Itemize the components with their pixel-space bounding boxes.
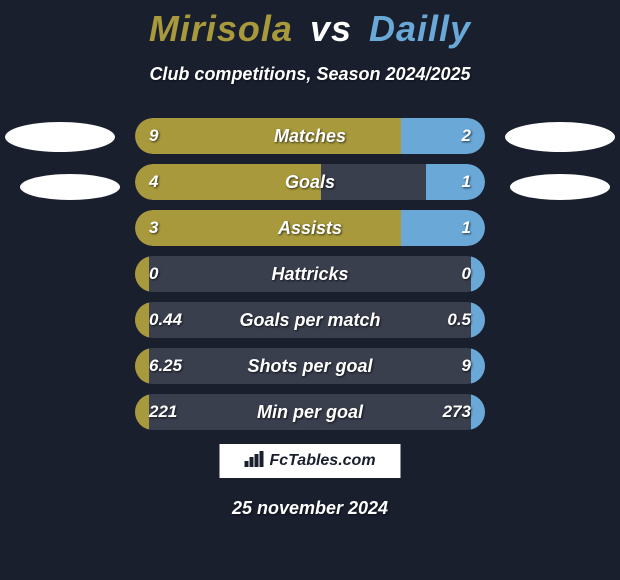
logo-bars-icon xyxy=(244,451,264,472)
stat-row: 41Goals xyxy=(135,164,485,200)
stat-label: Hattricks xyxy=(135,256,485,292)
stat-label: Shots per goal xyxy=(135,348,485,384)
decorative-oval xyxy=(20,174,120,200)
player2-name: Dailly xyxy=(369,8,471,49)
comparison-title: Mirisola vs Dailly xyxy=(0,0,620,50)
logo-text: FcTables.com xyxy=(269,452,375,470)
decorative-oval xyxy=(510,174,610,200)
player1-name: Mirisola xyxy=(149,8,293,49)
stat-label: Min per goal xyxy=(135,394,485,430)
decorative-oval xyxy=(5,122,115,152)
subtitle: Club competitions, Season 2024/2025 xyxy=(0,64,620,85)
stat-row: 0.440.5Goals per match xyxy=(135,302,485,338)
footer-date: 25 november 2024 xyxy=(0,498,620,519)
vs-text: vs xyxy=(310,8,352,49)
footer-logo: FcTables.com xyxy=(218,442,403,480)
stats-container: 92Matches 41Goals 31Assists 00Hattricks 0.44… xyxy=(135,118,485,440)
stat-row: 221273Min per goal xyxy=(135,394,485,430)
stat-row: 92Matches xyxy=(135,118,485,154)
stat-label: Goals per match xyxy=(135,302,485,338)
stat-row: 31Assists xyxy=(135,210,485,246)
stat-row: 00Hattricks xyxy=(135,256,485,292)
decorative-oval xyxy=(505,122,615,152)
stat-label: Matches xyxy=(135,118,485,154)
stat-label: Assists xyxy=(135,210,485,246)
stat-row: 6.259Shots per goal xyxy=(135,348,485,384)
stat-label: Goals xyxy=(135,164,485,200)
